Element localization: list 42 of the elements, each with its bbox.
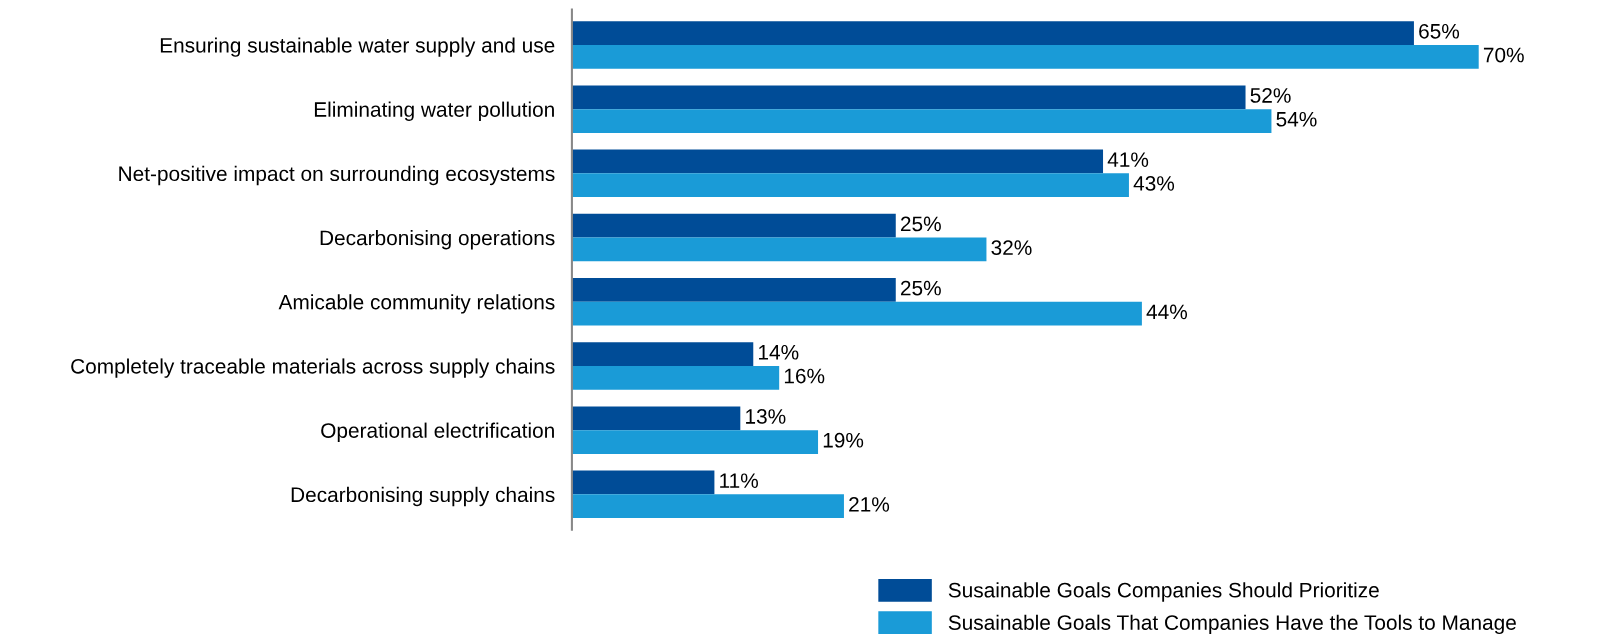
- data-label: 11%: [720, 473, 758, 488]
- bar: [571, 301, 1142, 326]
- bar: [571, 470, 715, 495]
- data-label: 70%: [1483, 47, 1524, 63]
- bar: [571, 213, 896, 238]
- legend-label: Susainable Goals Companies Should Prioritize: [948, 582, 1379, 602]
- legend-label: Susainable Goals That Companies Have the Tools to Manage: [948, 614, 1516, 635]
- y-tick-label: Operational electrification: [321, 422, 554, 443]
- bar: [571, 365, 780, 390]
- data-label: 14%: [759, 344, 799, 360]
- data-label: 21%: [849, 497, 890, 512]
- bar: [571, 494, 844, 519]
- data-label: 43%: [1133, 176, 1175, 191]
- data-label: 25%: [900, 216, 941, 232]
- y-tick-label: Decarbonising supply chains: [291, 486, 555, 507]
- data-label: 19%: [823, 432, 864, 448]
- bar: [571, 237, 987, 262]
- data-label: 65%: [1419, 23, 1460, 39]
- y-tick-label: Decarbonising operations: [320, 229, 555, 250]
- y-tick-label: Ensuring sustainable water supply and use: [160, 37, 555, 57]
- y-tick-label: Completely traceable materials across supply chains: [71, 358, 555, 378]
- bar: [571, 149, 1104, 174]
- bar: [571, 109, 1272, 133]
- data-label: 16%: [784, 368, 825, 384]
- data-label: 44%: [1146, 304, 1188, 320]
- bar: [571, 85, 1246, 110]
- bar: [571, 44, 1479, 69]
- y-tick-label: Amicable community relations: [278, 294, 555, 314]
- data-label: 54%: [1276, 111, 1317, 127]
- data-label: 32%: [991, 240, 1032, 256]
- bar: [571, 173, 1129, 198]
- data-label: 25%: [900, 280, 941, 296]
- bar: [571, 430, 819, 454]
- bar: [571, 342, 754, 366]
- bar: [571, 21, 1414, 45]
- bar: [571, 277, 896, 302]
- data-label: 52%: [1250, 88, 1291, 103]
- y-tick-label: Eliminating water pollution: [314, 101, 554, 122]
- data-label: 13%: [746, 409, 786, 424]
- y-tick-label: Net-positive impact on surrounding ecosystems: [119, 165, 555, 186]
- bar: [571, 406, 741, 431]
- data-label: 41%: [1107, 152, 1149, 167]
